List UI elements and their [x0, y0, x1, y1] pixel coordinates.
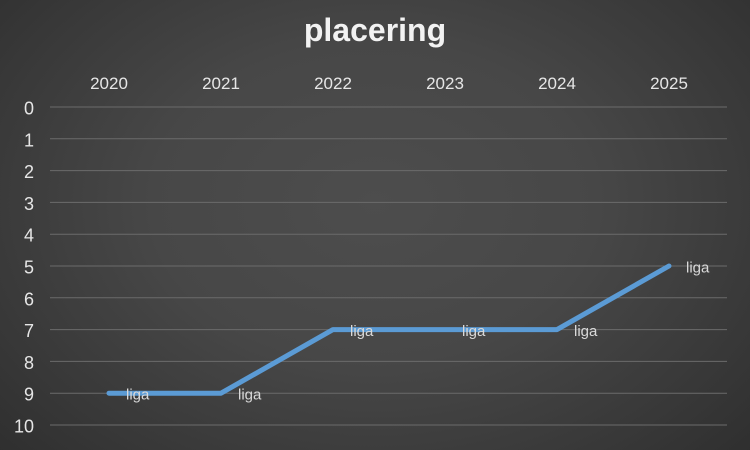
svg-text:liga: liga	[686, 260, 710, 277]
svg-text:5: 5	[24, 258, 34, 278]
svg-text:8: 8	[24, 353, 34, 373]
svg-text:4: 4	[24, 226, 34, 246]
svg-text:3: 3	[24, 194, 34, 214]
svg-text:0: 0	[24, 99, 34, 119]
svg-text:liga: liga	[350, 323, 374, 340]
svg-text:2: 2	[24, 162, 34, 182]
svg-text:6: 6	[24, 289, 34, 309]
svg-text:9: 9	[24, 385, 34, 405]
svg-text:2021: 2021	[202, 74, 240, 93]
svg-text:1: 1	[24, 130, 34, 150]
svg-text:2020: 2020	[90, 74, 128, 93]
svg-text:2022: 2022	[314, 74, 352, 93]
svg-text:2024: 2024	[538, 74, 576, 93]
svg-text:2025: 2025	[650, 74, 688, 93]
svg-text:liga: liga	[574, 323, 598, 340]
svg-text:liga: liga	[126, 387, 150, 404]
svg-text:7: 7	[24, 321, 34, 341]
svg-text:liga: liga	[462, 323, 486, 340]
svg-text:2023: 2023	[426, 74, 464, 93]
svg-text:liga: liga	[238, 387, 262, 404]
svg-text:10: 10	[14, 417, 34, 437]
